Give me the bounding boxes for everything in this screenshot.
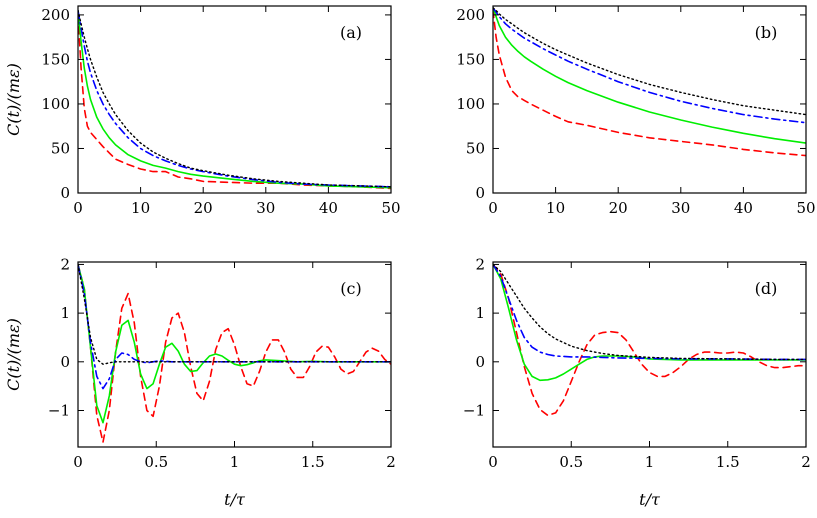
x-tick-label: 0.5 (144, 453, 168, 471)
y-tick-label: 0 (475, 184, 485, 202)
x-tick-label: 1.5 (716, 453, 740, 471)
x-tick-label: 40 (319, 199, 338, 217)
series-line-solid (493, 7, 806, 144)
x-axis-label: t/τ (639, 490, 661, 509)
y-tick-label: 50 (51, 139, 70, 157)
x-tick-label: 0 (488, 453, 498, 471)
y-tick-label: 2 (60, 255, 70, 273)
y-tick-label: 100 (456, 95, 485, 113)
x-tick-label: 10 (131, 199, 150, 217)
y-tick-label: 50 (466, 139, 485, 157)
x-tick-label: 1 (645, 453, 655, 471)
x-tick-label: 0 (73, 453, 83, 471)
x-tick-label: 2 (386, 453, 396, 471)
y-tick-label: 0 (475, 353, 485, 371)
panel-1: 0 10 20 30 40 50 0 50 100 150 200 (a) C(t)/(mε) (4, 5, 401, 217)
series-line-dotted (493, 7, 806, 116)
panel-label: (a) (340, 23, 362, 42)
x-axis-label: t/τ (224, 490, 246, 509)
series-line-dotted (78, 9, 391, 188)
y-tick-label: 1 (60, 304, 70, 322)
series-line-dashed (78, 263, 391, 443)
panel-4: 0 0.5 1 1.5 2 −1 0 1 2 (d) t/τ (463, 255, 811, 509)
y-tick-label: 2 (475, 255, 485, 273)
y-tick-label: 100 (41, 95, 70, 113)
plot-frame (77, 5, 392, 194)
x-tick-label: 1.5 (301, 453, 325, 471)
series-line-dashdot (493, 7, 806, 124)
panel-2: 0 10 20 30 40 50 0 50 100 150 200 (b) (456, 5, 816, 217)
y-tick-label: 150 (456, 50, 485, 68)
series-line-dotted (493, 263, 806, 361)
x-tick-label: 20 (609, 199, 628, 217)
series-line-dotted (78, 263, 391, 365)
panel-label: (b) (755, 23, 778, 42)
y-axis-label: C(t)/(mε) (4, 63, 23, 136)
y-tick-label: −1 (48, 401, 70, 419)
y-tick-label: 0 (60, 353, 70, 371)
series-line-dashed (493, 9, 806, 157)
x-tick-label: 0 (73, 199, 83, 217)
series-group (78, 9, 391, 190)
series-group (493, 263, 806, 417)
x-tick-label: 1 (230, 453, 240, 471)
series-line-dashdot (78, 9, 391, 188)
y-tick-label: 1 (475, 304, 485, 322)
x-tick-label: 2 (801, 453, 811, 471)
x-tick-label: 40 (734, 199, 753, 217)
series-group (493, 7, 806, 157)
series-line-dashdot (493, 263, 806, 361)
y-tick-label: 200 (41, 6, 70, 24)
x-tick-label: 10 (546, 199, 565, 217)
series-line-solid (493, 263, 806, 382)
series-line-dashed (493, 263, 806, 417)
plot-frame (492, 5, 807, 194)
x-tick-label: 50 (796, 199, 815, 217)
x-tick-label: 0.5 (559, 453, 583, 471)
x-tick-label: 0 (488, 199, 498, 217)
series-group (78, 263, 391, 443)
x-tick-label: 30 (671, 199, 690, 217)
panel-3: 0 0.5 1 1.5 2 −1 0 1 2 (c) C(t)/(mε) t/τ (4, 255, 396, 509)
panel-label: (d) (755, 279, 778, 298)
x-tick-label: 20 (194, 199, 213, 217)
y-tick-label: −1 (463, 401, 485, 419)
x-tick-label: 30 (256, 199, 275, 217)
y-tick-label: 150 (41, 50, 70, 68)
y-axis-label: C(t)/(mε) (4, 318, 23, 391)
y-tick-label: 200 (456, 6, 485, 24)
y-tick-label: 0 (60, 184, 70, 202)
x-tick-label: 50 (381, 199, 400, 217)
panel-label: (c) (340, 279, 361, 298)
